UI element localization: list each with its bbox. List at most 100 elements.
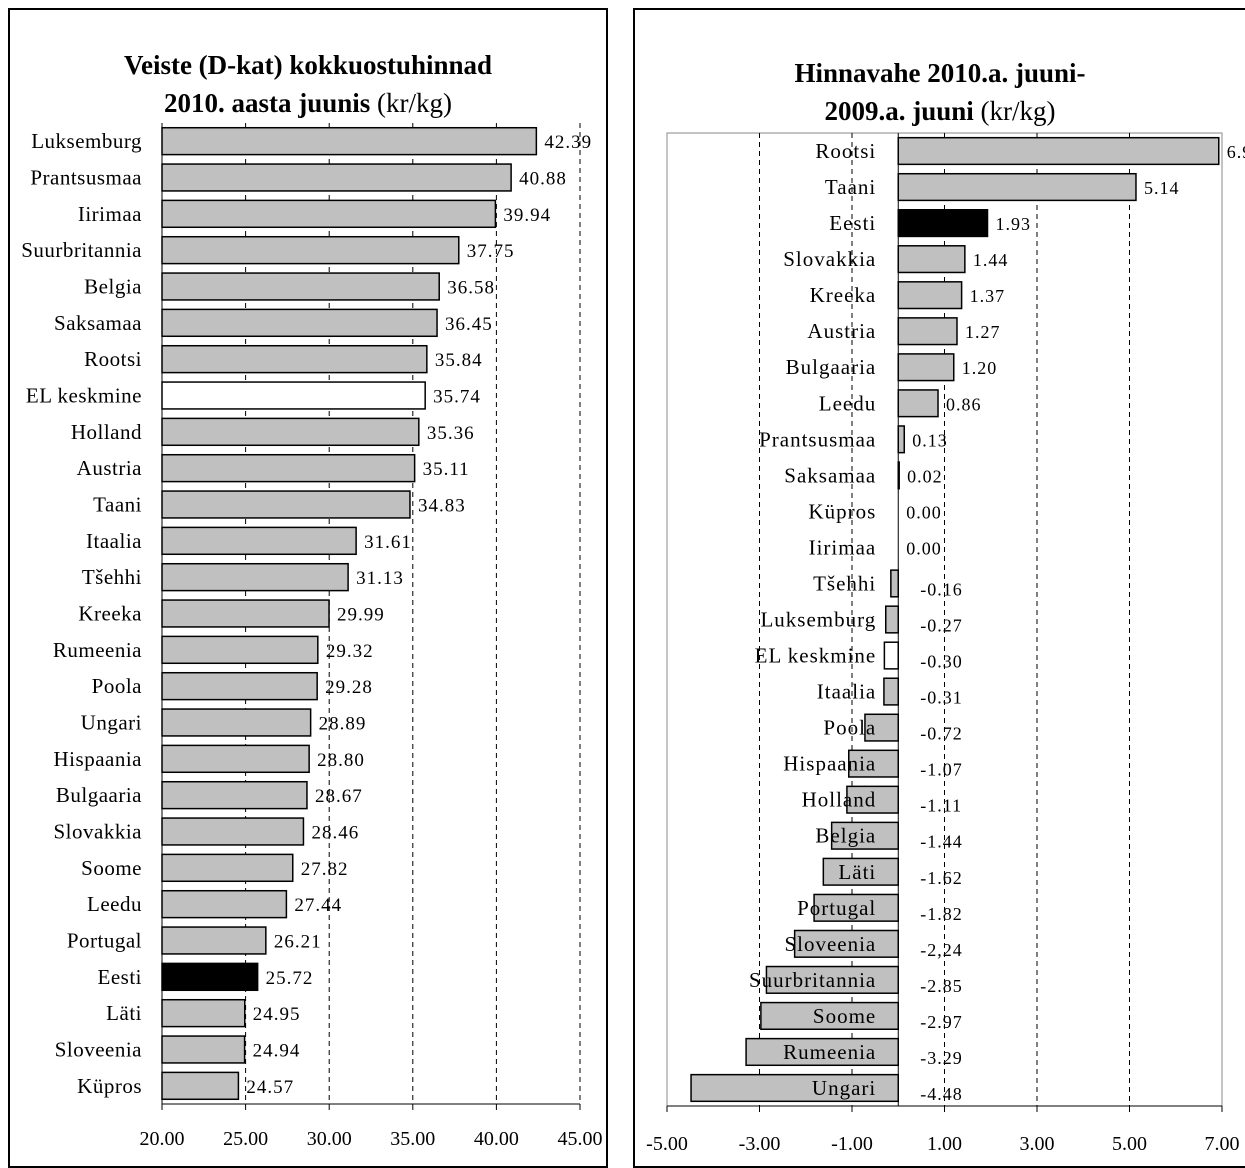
right-bar (864, 713, 900, 742)
right-category-label: Leedu (819, 391, 876, 415)
left-value-label: 27.44 (294, 895, 342, 916)
right-bar (897, 425, 906, 454)
left-bar (161, 562, 349, 592)
right-bar (885, 605, 900, 634)
left-value-label: 37.75 (467, 241, 515, 262)
right-value-label: 0.02 (907, 466, 943, 486)
right-bar (890, 569, 899, 598)
left-category-label: Suurbritannia (21, 238, 142, 262)
right-value-label: 1.27 (965, 322, 1001, 342)
right-bar (897, 172, 1137, 202)
right-value-label: -1.07 (920, 760, 963, 780)
left-category-label: Ungari (81, 711, 142, 735)
left-x-tick-label: 20.00 (140, 1128, 185, 1150)
left-bar (161, 126, 538, 156)
left-category-label: Luksemburg (31, 129, 142, 153)
left-category-label: Iirimaa (78, 202, 142, 226)
left-bar (161, 671, 318, 701)
left-x-tick-label: 45.00 (558, 1128, 603, 1150)
right-bar (846, 785, 899, 814)
left-category-label: Eesti (98, 965, 143, 989)
right-category-label: Rootsi (815, 139, 876, 163)
left-value-label: 24.95 (253, 1004, 301, 1025)
right-category-label: Hispaania (783, 752, 876, 776)
left-category-label: Hispaania (54, 747, 143, 771)
right-value-label: -4.48 (920, 1084, 963, 1104)
right-value-label: -2.85 (920, 976, 963, 996)
left-value-label: 28.89 (319, 714, 367, 735)
left-category-label: Kreeka (78, 602, 142, 626)
right-title-line2: 2009.a. juuni (824, 96, 974, 126)
right-x-tick-label: 7.00 (1205, 1133, 1240, 1155)
left-bar (161, 1071, 240, 1101)
right-bar (813, 893, 900, 922)
right-bar (848, 749, 900, 778)
left-category-label: Austria (77, 456, 143, 480)
left-bar (161, 744, 310, 774)
right-category-label: Belgia (815, 824, 876, 848)
right-category-label: Saksamaa (784, 463, 876, 487)
right-category-label: Bulgaaria (786, 355, 877, 379)
left-chart-title: Veiste (D-kat) kokkuostuhinnad 2010. aas… (10, 46, 606, 122)
left-bar (161, 708, 312, 737)
right-x-tick-label: 5.00 (1112, 1133, 1147, 1155)
right-category-label: Prantsusmaa (759, 427, 876, 451)
right-value-label: -1.62 (920, 868, 963, 888)
left-category-label: EL keskmine (26, 384, 142, 408)
right-value-label: 1.44 (973, 250, 1009, 270)
left-value-label: 24.57 (246, 1077, 294, 1098)
right-category-label: Sloveenia (784, 932, 876, 956)
left-bar (161, 199, 497, 229)
right-category-label: Suurbritannia (749, 968, 876, 992)
right-category-label: Poola (823, 716, 876, 740)
left-bar (161, 853, 294, 883)
left-value-label: 35.11 (423, 459, 470, 480)
right-value-label: -0.30 (920, 652, 963, 672)
right-bar (822, 857, 900, 886)
right-value-label: -1.44 (920, 832, 963, 852)
right-value-label: -2.97 (920, 1012, 963, 1032)
right-category-label: EL keskmine (755, 644, 877, 668)
left-bar (161, 308, 438, 338)
left-x-tick-label: 30.00 (307, 1128, 352, 1150)
right-category-label: Soome (813, 1004, 876, 1028)
right-x-tick-label: 3.00 (1020, 1133, 1055, 1155)
right-bar (897, 353, 955, 382)
left-title-line2: 2010. aasta juunis (163, 88, 371, 118)
left-bar (161, 599, 330, 628)
left-bar (161, 998, 246, 1028)
left-category-label: Belgia (84, 275, 142, 299)
left-category-label: Sloveenia (55, 1038, 142, 1062)
right-category-label: Austria (807, 319, 876, 343)
left-value-label: 25.72 (266, 968, 314, 989)
right-category-label: Portugal (797, 896, 876, 920)
left-bar (161, 889, 288, 919)
right-value-label: -2,24 (920, 940, 963, 960)
left-category-label: Tšehhi (82, 565, 142, 589)
right-category-label: Slovakkia (783, 247, 876, 271)
left-category-label: Läti (106, 1001, 142, 1025)
right-value-label: 0.00 (906, 502, 942, 522)
right-bar (897, 209, 989, 238)
right-bar (793, 929, 900, 958)
left-value-label: 36.58 (447, 278, 495, 299)
left-category-label: Rootsi (84, 347, 142, 371)
right-category-label: Luksemburg (760, 608, 876, 632)
left-value-label: 35.74 (433, 387, 481, 408)
left-value-label: 31.13 (356, 568, 404, 589)
left-value-label: 29.32 (326, 641, 374, 662)
right-value-label: 0.86 (946, 394, 982, 414)
right-bar (897, 317, 958, 346)
left-category-label: Soome (81, 856, 142, 880)
right-value-label: 1.37 (970, 286, 1006, 306)
right-x-tick-label: -3.00 (739, 1133, 781, 1155)
right-x-tick-label: -5.00 (646, 1133, 688, 1155)
left-value-label: 36.45 (445, 314, 493, 335)
left-bar (161, 453, 416, 483)
left-category-label: Rumeenia (53, 638, 142, 662)
right-title-unit: (kr/kg) (980, 96, 1056, 126)
left-bar (161, 962, 259, 992)
left-category-label: Saksamaa (54, 311, 142, 335)
right-bar (690, 1073, 899, 1103)
